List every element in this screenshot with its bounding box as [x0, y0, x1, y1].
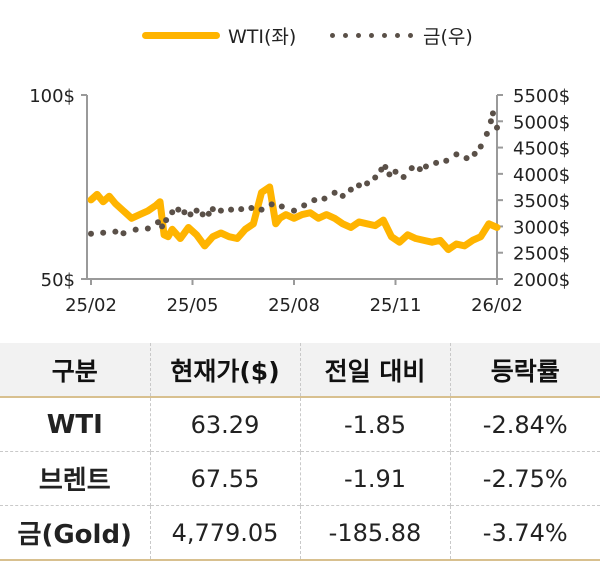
- gold-dot: [248, 205, 255, 212]
- right-axis-label: 4500$: [513, 139, 570, 160]
- gold-dot: [159, 223, 166, 230]
- row-change: -1.85: [299, 397, 450, 452]
- legend-item-wti: WTI(좌): [142, 22, 296, 49]
- gold-dot: [120, 230, 127, 237]
- header-change: 전일 대비: [299, 343, 450, 397]
- gold-dot: [311, 197, 318, 204]
- table-row: 브렌트 67.55 -1.91 -2.75%: [0, 451, 600, 506]
- gold-dot: [443, 157, 450, 164]
- gold-dot: [100, 229, 107, 236]
- gold-dot: [154, 219, 161, 226]
- gold-dot: [355, 182, 362, 189]
- left-axis-label: 100$: [29, 86, 75, 107]
- gold-dot: [339, 192, 346, 199]
- gold-dot: [471, 150, 478, 157]
- gold-dot: [278, 203, 285, 210]
- table-header-row: 구분 현재가($) 전일 대비 등락률: [0, 343, 600, 397]
- chart-legend: WTI(좌) 금(우): [0, 22, 600, 56]
- gold-dot: [331, 189, 338, 196]
- gold-dot: [144, 225, 151, 232]
- gold-dot: [392, 168, 399, 175]
- gold-dot: [400, 174, 407, 181]
- gold-dot: [205, 210, 212, 217]
- gold-dot: [489, 110, 496, 117]
- gold-dot: [422, 163, 429, 170]
- table-row: WTI 63.29 -1.85 -2.84%: [0, 397, 600, 452]
- x-axis-label: 25/05: [167, 295, 219, 316]
- row-price: 4,779.05: [149, 505, 300, 560]
- row-change: -185.88: [299, 505, 450, 560]
- legend-dots-swatch: [330, 33, 413, 38]
- right-axis-label: 3000$: [513, 217, 570, 238]
- gold-dot: [88, 230, 94, 237]
- gold-dot: [228, 206, 235, 213]
- legend-label-wti: WTI(좌): [228, 26, 297, 48]
- legend-item-gold: 금(우): [330, 22, 473, 49]
- gold-dot: [175, 206, 182, 213]
- gold-dot: [193, 207, 200, 214]
- left-axis-label: 50$: [41, 270, 75, 291]
- gold-dot: [483, 130, 490, 137]
- gold-dot: [163, 217, 170, 224]
- price-table: 구분 현재가($) 전일 대비 등락률 WTI 63.29 -1.85 -2.8…: [0, 343, 600, 561]
- gold-dot: [217, 207, 224, 214]
- row-name: 브렌트: [38, 466, 111, 496]
- gold-dot: [433, 159, 440, 166]
- right-axis-label: 2000$: [513, 270, 570, 291]
- right-axis-label: 2500$: [513, 244, 570, 265]
- row-name: 금(Gold): [17, 520, 132, 550]
- gold-dot: [408, 165, 415, 172]
- gold-dot: [321, 195, 328, 202]
- right-axis-label: 5000$: [513, 112, 570, 133]
- gold-dot: [477, 143, 484, 150]
- legend-line-swatch: [142, 32, 220, 39]
- gold-dot: [112, 228, 119, 235]
- header-category: 구분: [0, 343, 150, 397]
- header-price: 현재가($): [149, 343, 300, 397]
- gold-dot: [487, 118, 494, 125]
- gold-dot: [132, 226, 139, 233]
- right-axis-label: 5500$: [513, 86, 570, 107]
- gold-dot: [416, 166, 423, 173]
- gold-dot: [181, 209, 188, 216]
- gold-dot: [453, 151, 460, 158]
- x-axis-label: 25/11: [370, 295, 422, 316]
- row-price: 63.29: [149, 397, 300, 452]
- gold-dot: [291, 207, 297, 214]
- gold-dot: [382, 164, 389, 171]
- gold-dot: [238, 206, 245, 213]
- gold-dot: [463, 155, 470, 162]
- row-price: 67.55: [149, 451, 300, 506]
- gold-dot: [268, 201, 275, 208]
- right-axis-label: 3500$: [513, 191, 570, 212]
- gold-dot: [199, 211, 206, 218]
- gold-dot: [301, 202, 308, 209]
- gold-dot: [187, 211, 194, 218]
- row-name: WTI: [46, 409, 103, 440]
- right-axis-label: 4000$: [513, 165, 570, 186]
- x-axis-label: 26/02: [471, 295, 523, 316]
- wti-line: [87, 183, 501, 254]
- gold-dot: [386, 171, 393, 178]
- dual-axis-line-chart: 5500$ 5000$ 4500$ 4000$ 3500$ 3000$ 2500$ 2000$…: [29, 86, 570, 316]
- gold-dot: [169, 209, 176, 216]
- x-axis-label: 25/08: [268, 295, 320, 316]
- gold-dot: [372, 174, 379, 181]
- header-rate: 등락률: [449, 343, 600, 397]
- row-rate: -2.84%: [449, 397, 600, 452]
- x-axis-label: 25/02: [65, 295, 117, 316]
- gold-dot: [209, 206, 216, 213]
- row-change: -1.91: [299, 451, 450, 506]
- gold-dot: [364, 180, 371, 187]
- row-rate: -3.74%: [449, 505, 600, 560]
- table-row: 금(Gold) 4,779.05 -185.88 -3.74%: [0, 505, 600, 560]
- gold-dot: [258, 206, 265, 213]
- row-rate: -2.75%: [449, 451, 600, 506]
- legend-label-gold: 금(우): [423, 26, 473, 48]
- gold-dot: [494, 124, 500, 131]
- gold-dot: [347, 186, 354, 193]
